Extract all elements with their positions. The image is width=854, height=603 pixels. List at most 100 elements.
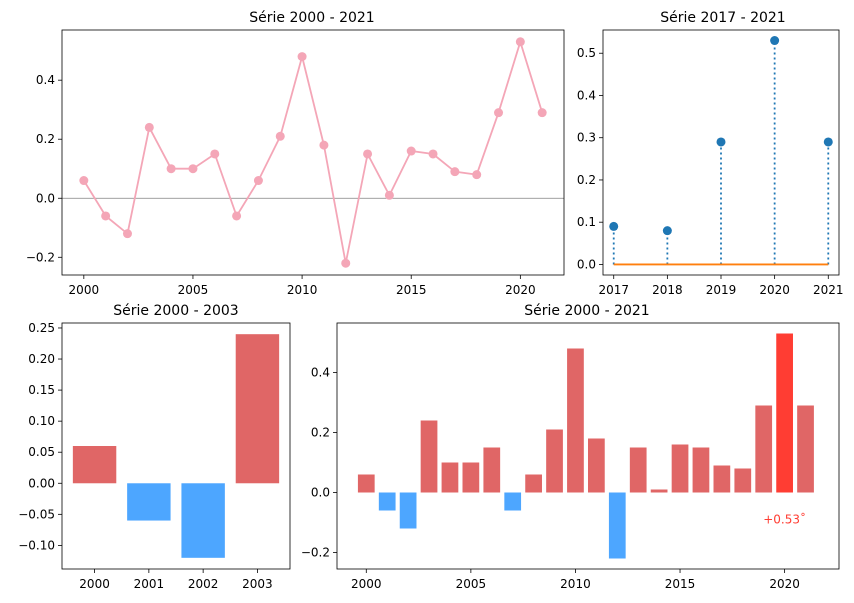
y-tick-label: 0.20 — [28, 352, 55, 366]
bar — [127, 483, 171, 521]
bar — [504, 492, 522, 511]
x-tick-label: 2020 — [759, 283, 790, 297]
x-tick-label: 2002 — [188, 577, 219, 591]
bar — [72, 446, 117, 484]
data-point — [275, 131, 285, 141]
x-tick-label: 2015 — [396, 283, 427, 297]
data-point — [122, 229, 132, 239]
x-tick-label: 2018 — [652, 283, 683, 297]
x-tick-label: 2017 — [598, 283, 629, 297]
x-tick-label: 2020 — [769, 577, 800, 591]
data-point — [297, 52, 307, 62]
bar — [462, 462, 480, 493]
y-tick-label: 0.4 — [311, 366, 330, 380]
x-tick-label: 2010 — [560, 577, 591, 591]
bar — [378, 492, 396, 511]
y-tick-label: 0.05 — [28, 445, 55, 459]
data-point — [79, 176, 89, 186]
panel-bar-2000-2003: Série 2000 - 2003 −0.10 −0.05 0.00 0.05 0.10… — [18, 303, 291, 591]
bar — [776, 333, 793, 493]
y-tick-label: 0.0 — [36, 191, 55, 205]
bar — [546, 429, 563, 493]
stem-marker — [716, 137, 726, 147]
plot-frame — [61, 29, 565, 276]
series-line — [83, 38, 544, 264]
x-tick-label: 2005 — [456, 577, 487, 591]
y-tick-label: 0.2 — [577, 173, 596, 187]
bar — [441, 462, 459, 493]
bar — [629, 447, 647, 493]
y-tick-label: 0.10 — [28, 414, 55, 428]
panel-title: Série 2000 - 2003 — [113, 303, 238, 319]
x-tick-label: 2010 — [287, 283, 318, 297]
data-point — [515, 37, 525, 47]
plot-frame — [602, 29, 840, 276]
panel-bar-2000-2021: Série 2000 - 2021 −0.2 0.0 0.2 0.4 2000 2005 2… — [301, 303, 840, 591]
bar — [399, 492, 417, 529]
y-tick-label: −0.05 — [18, 507, 55, 521]
data-point — [428, 149, 438, 159]
panel-line-2000-2021: Série 2000 - 2021 −0.2 0.0 0.2 0.4 2000 2005 2… — [26, 10, 565, 297]
x-tick-label: 2000 — [69, 283, 100, 297]
data-point — [472, 170, 482, 180]
plot-frame — [336, 322, 840, 570]
data-point — [450, 167, 460, 177]
x-tick-label: 2021 — [813, 283, 844, 297]
stem-marker — [823, 137, 833, 147]
bar-annotation: +0.53˚ — [763, 512, 806, 527]
panel-title: Série 2000 - 2021 — [524, 303, 649, 319]
y-tick-label: 0.1 — [577, 215, 596, 229]
y-tick-label: 0.3 — [577, 131, 596, 145]
y-tick-label: 0.15 — [28, 383, 55, 397]
panel-title: Série 2017 - 2021 — [660, 10, 785, 26]
data-point — [537, 108, 547, 118]
data-point — [253, 176, 263, 186]
panel-stem-2017-2021: Série 2017 - 2021 0.0 0.1 0.2 0.3 0.4 0.5 2017… — [577, 10, 844, 297]
x-tick-label: 2005 — [178, 283, 209, 297]
bar — [181, 483, 225, 558]
y-tick-label: 0.00 — [28, 476, 55, 490]
bar — [671, 444, 689, 493]
data-point — [232, 211, 242, 221]
bar — [713, 465, 731, 493]
x-tick-label: 2015 — [665, 577, 696, 591]
x-tick-label: 2001 — [134, 577, 165, 591]
x-tick-label: 2000 — [351, 577, 382, 591]
bar — [235, 334, 280, 484]
data-point — [319, 140, 329, 150]
stem-marker — [662, 226, 672, 236]
data-point — [363, 149, 373, 159]
data-point — [341, 258, 351, 268]
bar — [797, 405, 814, 493]
data-point — [144, 122, 154, 132]
data-point — [166, 164, 176, 174]
y-tick-label: 0.25 — [28, 321, 55, 335]
bar — [608, 492, 626, 559]
bar — [567, 348, 584, 493]
x-tick-label: 2020 — [505, 283, 536, 297]
data-point — [494, 108, 504, 118]
bar — [525, 474, 542, 493]
y-tick-label: 0.0 — [311, 486, 330, 500]
y-tick-label: −0.10 — [18, 538, 55, 552]
y-tick-label: 0.2 — [311, 426, 330, 440]
y-tick-label: 0.2 — [36, 132, 55, 146]
y-tick-label: 0.4 — [577, 88, 596, 102]
stem-marker — [609, 221, 619, 231]
bar — [650, 489, 668, 493]
panel-title: Série 2000 - 2021 — [249, 10, 374, 26]
data-point — [101, 211, 111, 221]
data-point — [188, 164, 198, 174]
plot-frame — [61, 322, 291, 570]
stem-marker — [770, 36, 780, 46]
bar — [755, 405, 773, 493]
data-point — [210, 149, 220, 159]
y-tick-label: −0.2 — [301, 546, 330, 560]
data-point — [406, 146, 416, 156]
bar — [588, 438, 605, 493]
x-tick-label: 2003 — [242, 577, 273, 591]
x-tick-label: 2000 — [79, 577, 110, 591]
bar — [420, 420, 438, 493]
y-tick-label: −0.2 — [26, 250, 55, 264]
